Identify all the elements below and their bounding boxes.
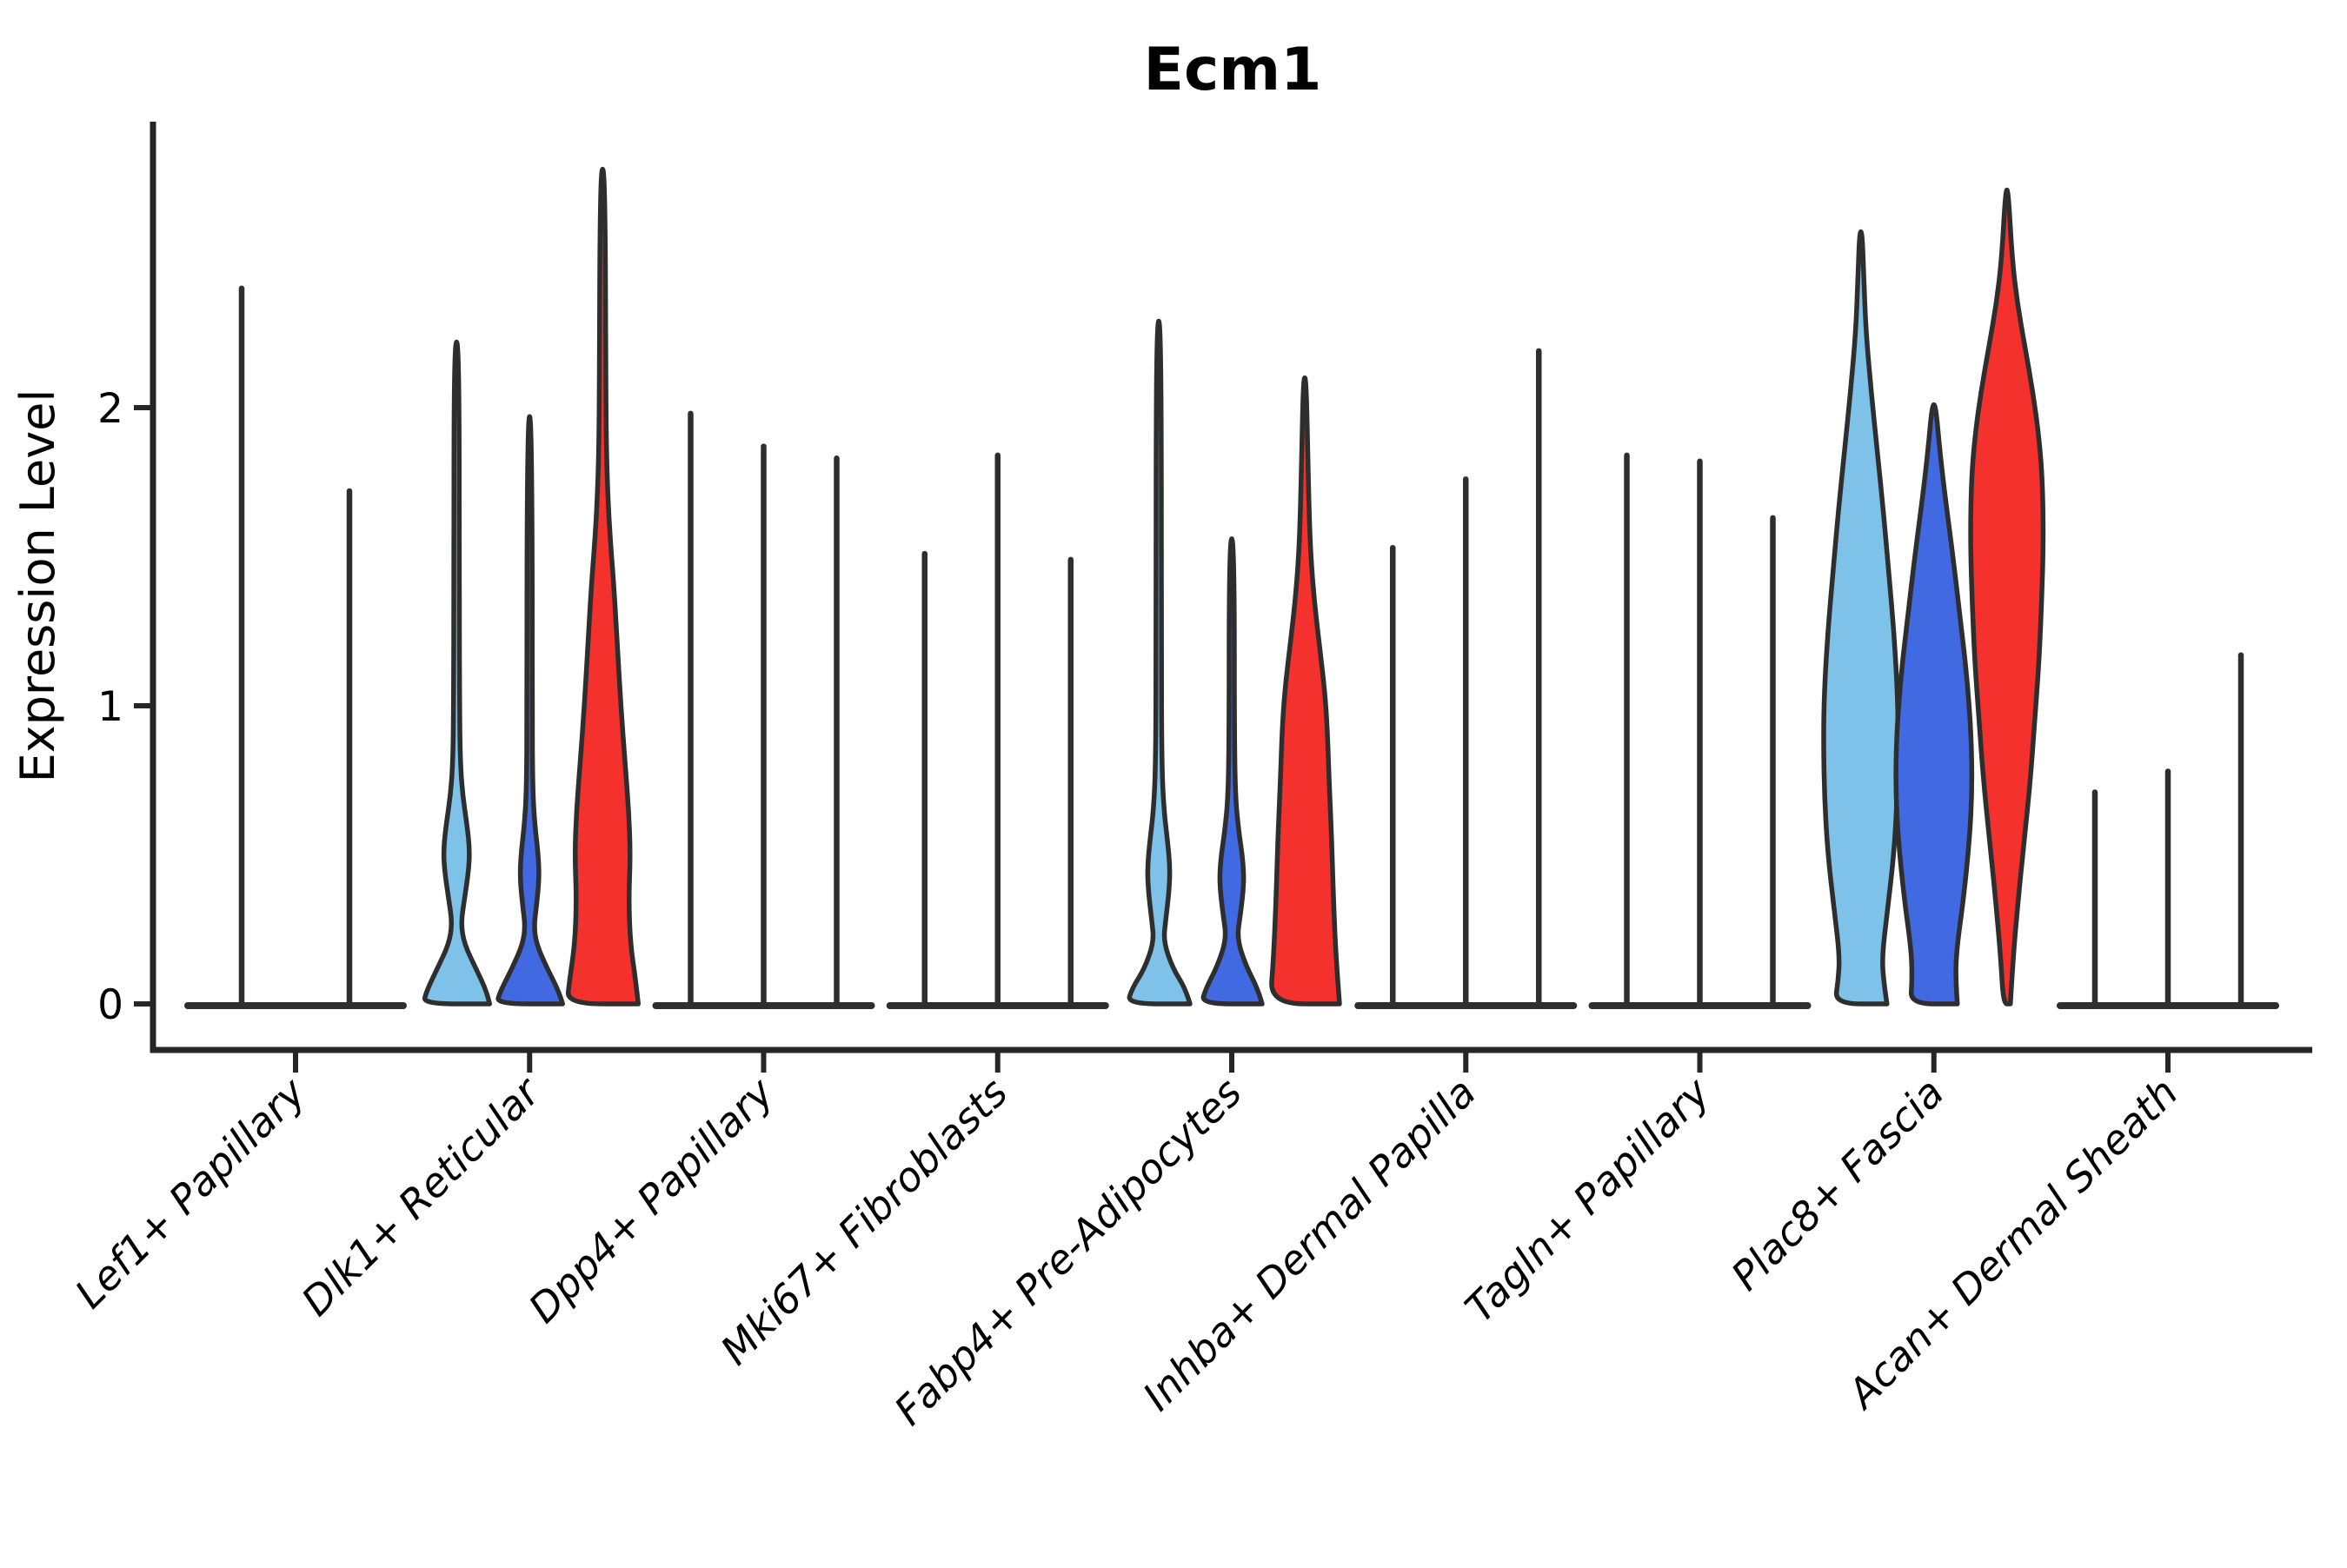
- violin-body: [1127, 318, 1193, 1007]
- violin-body: [1269, 375, 1342, 1007]
- jitter-point: [2165, 858, 2171, 864]
- y-tick-label: 2: [97, 385, 123, 433]
- jitter-point: [2238, 846, 2244, 852]
- violin-body: [1893, 402, 1975, 1007]
- jitter-point: [2092, 908, 2098, 914]
- violin-body: [1968, 187, 2046, 1007]
- y-tick-label: 0: [97, 981, 123, 1029]
- jitter-point: [2165, 837, 2171, 843]
- jitter-point: [2092, 852, 2098, 858]
- jitter-point: [2165, 879, 2171, 885]
- y-tick-label: 1: [97, 683, 123, 731]
- jitter-point: [2238, 927, 2244, 933]
- jitter-point: [2092, 870, 2098, 876]
- violins-layer: [184, 166, 2279, 1009]
- chart-title: Ecm1: [1144, 36, 1322, 104]
- jitter-point: [2165, 941, 2171, 947]
- violin-body: [422, 339, 492, 1007]
- violin-body: [1200, 536, 1265, 1007]
- jitter-point: [2165, 920, 2171, 927]
- violin-body: [495, 414, 565, 1007]
- jitter-point: [2165, 900, 2171, 906]
- violin-body: [566, 166, 641, 1007]
- y-axis-label: Expression Level: [10, 389, 65, 783]
- jitter-point: [2092, 834, 2098, 840]
- jitter-point: [2092, 887, 2098, 894]
- jitter-point: [2238, 887, 2244, 894]
